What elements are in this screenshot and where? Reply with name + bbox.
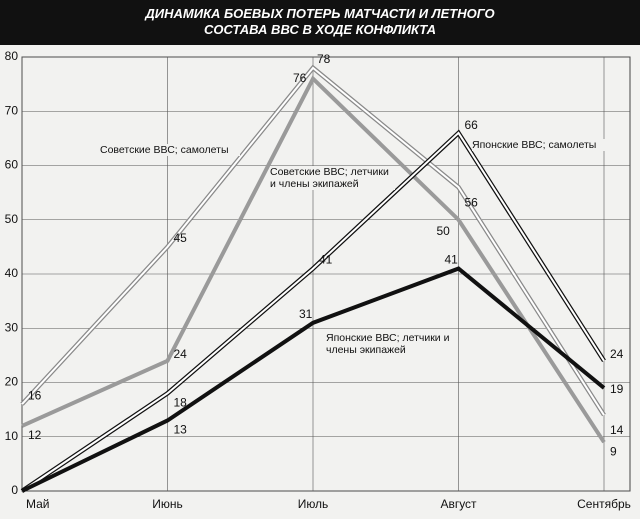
line <box>21 75 606 444</box>
value-label: 66 <box>465 118 479 132</box>
value-label: 41 <box>319 253 333 267</box>
series-label: Японские ВВС; летчики и члены экипажей <box>326 332 451 356</box>
value-label: 45 <box>174 231 188 245</box>
value-label: 19 <box>610 382 624 396</box>
x-tick-label: Август <box>440 497 477 511</box>
y-tick-label: 80 <box>5 49 19 63</box>
value-label: 41 <box>445 253 459 267</box>
line <box>21 66 605 416</box>
series-label: Японские ВВС; самолеты <box>472 139 607 151</box>
value-label: 9 <box>610 444 617 458</box>
line <box>21 266 606 493</box>
value-label: 18 <box>174 396 188 410</box>
y-tick-label: 60 <box>5 158 19 172</box>
value-label: 76 <box>293 71 307 85</box>
line <box>21 131 605 492</box>
x-tick-label: Сентябрь <box>577 497 631 511</box>
x-tick-label: Июнь <box>152 497 183 511</box>
value-label: 56 <box>465 195 479 209</box>
y-tick-label: 10 <box>5 429 19 443</box>
chart-title: ДИНАМИКА БОЕВЫХ ПОТЕРЬ МАТЧАСТИ И ЛЕТНОГ… <box>145 6 495 37</box>
value-label: 50 <box>437 224 451 238</box>
value-label: 16 <box>28 388 42 402</box>
value-label: 24 <box>610 347 624 361</box>
y-tick-label: 20 <box>5 375 19 389</box>
series-label: Советские ВВС; летчики и члены экипажей <box>270 166 395 190</box>
value-label: 14 <box>610 423 624 437</box>
x-tick-label: Май <box>26 497 50 511</box>
value-label: 12 <box>28 428 42 442</box>
series-label: Советские ВВС; самолеты <box>100 144 240 156</box>
title-banner: ДИНАМИКА БОЕВЫХ ПОТЕРЬ МАТЧАСТИ И ЛЕТНОГ… <box>0 0 640 45</box>
y-tick-label: 50 <box>5 212 19 226</box>
y-tick-label: 70 <box>5 103 19 117</box>
value-label: 31 <box>299 307 313 321</box>
value-label: 24 <box>174 347 188 361</box>
y-tick-label: 30 <box>5 320 19 334</box>
value-label: 78 <box>317 52 331 66</box>
value-label: 13 <box>174 423 188 437</box>
x-tick-label: Июль <box>298 497 329 511</box>
y-tick-label: 0 <box>11 483 18 497</box>
y-tick-label: 40 <box>5 266 19 280</box>
